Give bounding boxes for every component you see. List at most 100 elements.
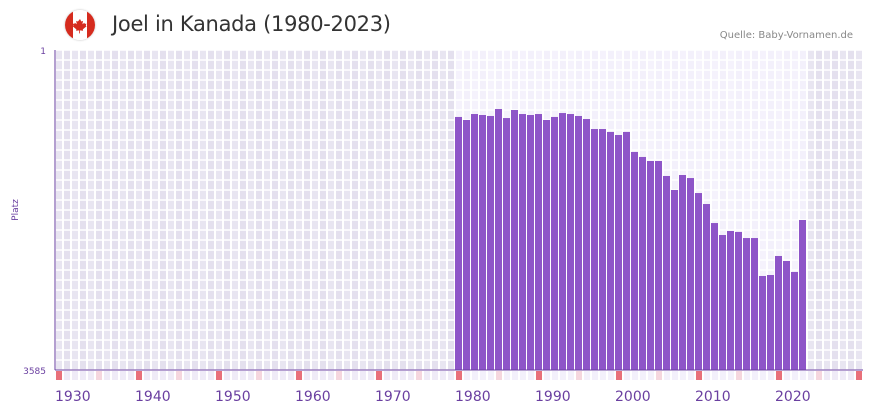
year-marker — [464, 371, 470, 380]
year-marker — [528, 371, 534, 380]
year-marker — [448, 371, 454, 380]
bar-2013 — [719, 235, 726, 370]
xtick-label: 1930 — [55, 389, 91, 405]
source-link[interactable]: Quelle: Baby-Vornamen.de — [719, 30, 853, 41]
bar-1989 — [527, 115, 534, 370]
bar-1990 — [535, 114, 542, 371]
year-marker — [432, 371, 438, 380]
bar-1997 — [591, 129, 598, 370]
chart-title: Joel in Kanada (1980-2023) — [112, 12, 391, 36]
year-marker — [712, 371, 718, 380]
bar-1991 — [543, 120, 550, 370]
year-marker — [176, 371, 182, 380]
xtick-label: 1970 — [375, 389, 411, 405]
year-marker — [136, 371, 142, 380]
year-marker — [264, 371, 270, 380]
bar-2010 — [695, 193, 702, 370]
bar-2022 — [791, 271, 798, 370]
bar-1998 — [599, 129, 606, 370]
canada-flag-icon — [65, 10, 95, 40]
bar-2019 — [767, 275, 774, 370]
year-marker — [800, 371, 806, 380]
year-marker — [456, 371, 462, 380]
year-marker — [776, 371, 782, 380]
year-marker — [320, 371, 326, 380]
year-marker — [96, 371, 102, 380]
year-marker — [608, 371, 614, 380]
bar-2003 — [639, 156, 646, 370]
year-marker — [752, 371, 758, 380]
year-marker — [664, 371, 670, 380]
bar-2000 — [615, 135, 622, 370]
year-marker — [584, 371, 590, 380]
year-marker — [808, 371, 814, 380]
bar-1995 — [575, 115, 582, 370]
year-marker — [416, 371, 422, 380]
year-marker — [536, 371, 542, 380]
year-marker — [256, 371, 262, 380]
year-marker — [704, 371, 710, 380]
year-marker — [736, 371, 742, 380]
year-marker — [104, 371, 110, 380]
year-marker — [840, 371, 846, 380]
xtick-label: 2020 — [775, 389, 811, 405]
year-marker — [832, 371, 838, 380]
year-marker — [504, 371, 510, 380]
bar-2015 — [735, 231, 742, 370]
year-marker — [568, 371, 574, 380]
bar-2004 — [647, 160, 654, 370]
year-marker — [400, 371, 406, 380]
bar-1994 — [567, 114, 574, 371]
year-marker — [120, 371, 126, 380]
bar-1981 — [463, 120, 470, 370]
year-marker — [336, 371, 342, 380]
year-marker — [816, 371, 822, 380]
year-marker — [544, 371, 550, 380]
year-marker — [352, 371, 358, 380]
year-marker — [216, 371, 222, 380]
xtick-label: 1980 — [455, 389, 491, 405]
bar-1983 — [479, 115, 486, 370]
year-marker — [472, 371, 478, 380]
year-marker — [152, 371, 158, 380]
year-marker — [160, 371, 166, 380]
year-marker — [288, 371, 294, 380]
y-axis-label: Platz — [11, 199, 21, 221]
year-marker — [208, 371, 214, 380]
year-marker — [360, 371, 366, 380]
year-marker — [616, 371, 622, 380]
bar-2012 — [711, 223, 718, 370]
bar-1992 — [551, 116, 558, 370]
year-marker — [640, 371, 646, 380]
year-marker — [128, 371, 134, 380]
year-marker — [376, 371, 382, 380]
year-marker — [576, 371, 582, 380]
year-marker — [88, 371, 94, 380]
year-marker — [392, 371, 398, 380]
year-marker — [656, 371, 662, 380]
year-marker — [480, 371, 486, 380]
bar-2007 — [671, 190, 678, 370]
year-marker — [168, 371, 174, 380]
year-marker — [552, 371, 558, 380]
bar-1982 — [471, 114, 478, 371]
bar-1984 — [487, 115, 494, 370]
year-marker — [240, 371, 246, 380]
year-marker — [184, 371, 190, 380]
year-marker — [384, 371, 390, 380]
year-marker — [768, 371, 774, 380]
bar-1996 — [583, 119, 590, 371]
year-marker — [192, 371, 198, 380]
bar-1988 — [519, 114, 526, 371]
year-marker — [592, 371, 598, 380]
year-marker — [272, 371, 278, 380]
year-marker — [144, 371, 150, 380]
year-marker — [512, 371, 518, 380]
year-marker — [648, 371, 654, 380]
bar-1999 — [607, 131, 614, 370]
bar-1986 — [503, 118, 510, 371]
bar-2008 — [679, 175, 686, 370]
year-marker — [624, 371, 630, 380]
year-marker — [232, 371, 238, 380]
